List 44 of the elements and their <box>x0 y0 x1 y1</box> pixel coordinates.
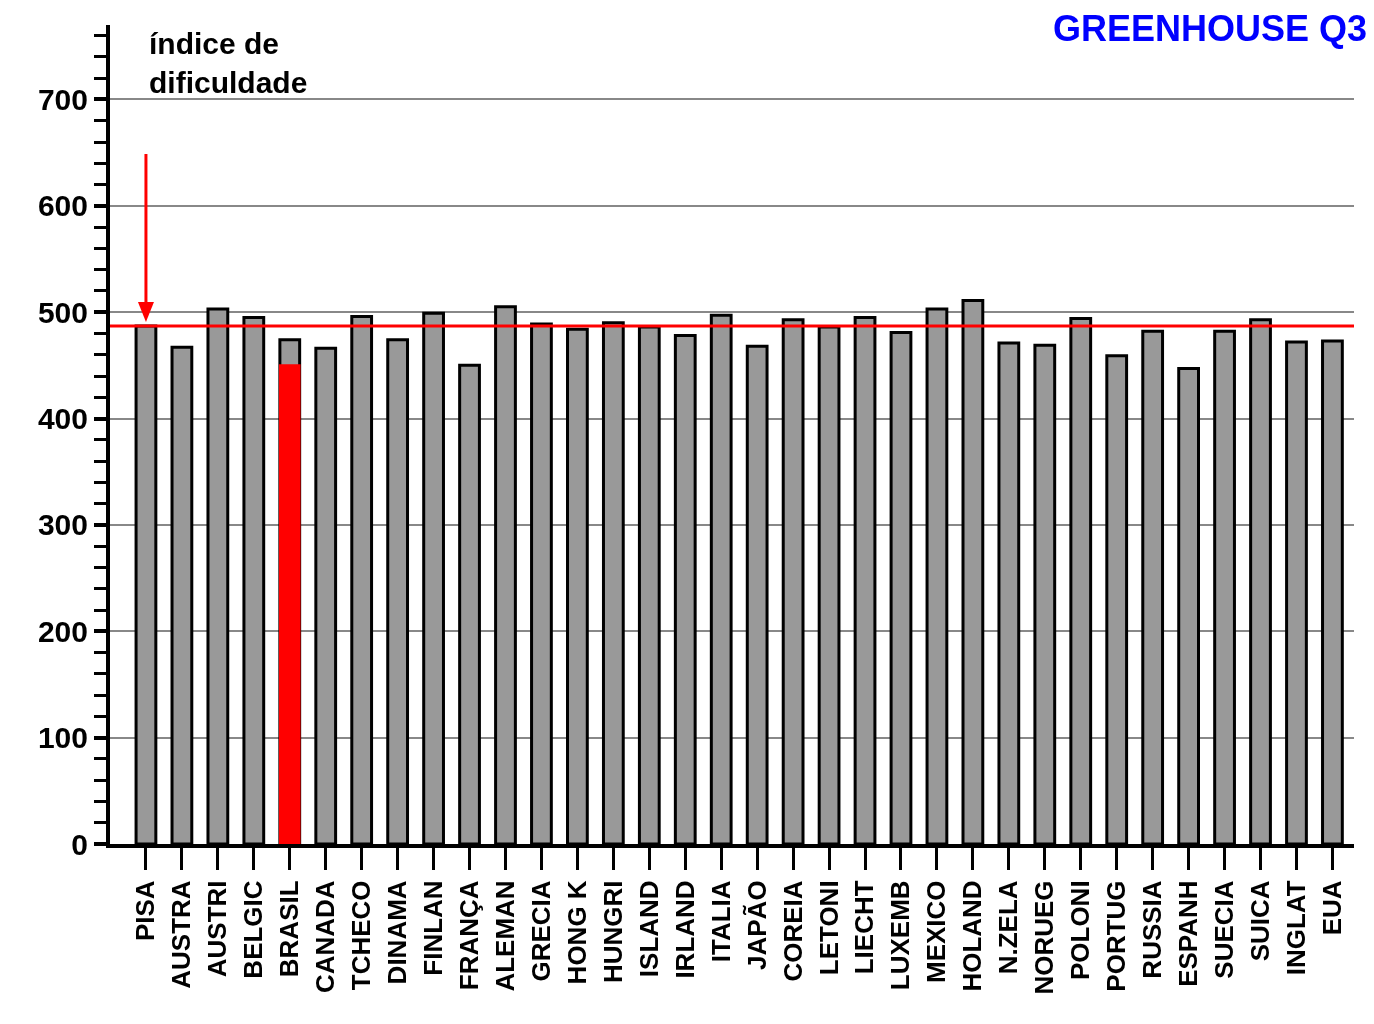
x-tick-label: HUNGRI <box>597 880 628 983</box>
x-tick-label: SUICA <box>1244 880 1275 962</box>
x-tick-label: JAPÃO <box>741 880 772 970</box>
x-tick-label: BRASIL <box>274 880 305 978</box>
x-tick-label: INGLAT <box>1280 880 1311 976</box>
x-tick-label: PISA <box>130 880 161 942</box>
x-tick-label: COREIA <box>777 880 808 982</box>
x-tick-label: ISLAND <box>633 880 664 978</box>
x-tick-label: SUECIA <box>1209 880 1240 979</box>
x-tick-label: GRECIA <box>525 880 556 982</box>
x-tick-label: ESPANH <box>1173 880 1204 987</box>
x-tick-label: N.ZELA <box>993 880 1024 975</box>
x-tick-label: LIECHT <box>849 880 880 975</box>
y-tick-label: 700 <box>37 82 88 116</box>
x-tick-label: POLONI <box>1065 880 1096 981</box>
y-tick-label: 200 <box>37 614 88 648</box>
x-tick-label: FINLAN <box>418 880 449 976</box>
y-tick-label: 600 <box>37 189 88 223</box>
x-tick-label: CANADA <box>310 880 341 994</box>
x-tick-label: ALEMAN <box>489 880 520 992</box>
x-tick-label: AUSTRI <box>202 880 233 978</box>
x-tick-label: ITALIA <box>705 880 736 963</box>
x-tick-label: LUXEMB <box>885 880 916 991</box>
y-tick-label: 300 <box>37 508 88 542</box>
x-tick-label: TCHECO <box>346 880 377 991</box>
x-tick-label: BELGIC <box>238 880 269 979</box>
x-tick-label: FRANÇA <box>453 880 484 991</box>
x-tick-label: HONG K <box>561 880 592 985</box>
x-tick-label: IRLAND <box>669 880 700 979</box>
y-tick-label: 100 <box>37 721 88 755</box>
x-tick-label: NORUEG <box>1029 880 1060 995</box>
x-tick-label: HOLAND <box>957 880 988 992</box>
x-tick-label: MEXICO <box>921 880 952 983</box>
y-tick-label: 0 <box>71 827 88 861</box>
x-tick-label: AUSTRA <box>166 880 197 989</box>
x-tick-label: DINAMA <box>382 880 413 985</box>
x-tick-label: PORTUG <box>1101 880 1132 992</box>
x-tick-label: RUSSIA <box>1137 880 1168 979</box>
x-tick-label: LETONI <box>813 880 844 976</box>
y-tick-label: 500 <box>37 295 88 329</box>
x-tick-label: EUA <box>1316 880 1347 936</box>
y-axis-title: índice de dificuldade <box>149 27 308 99</box>
y-tick-label: 400 <box>37 402 88 436</box>
chart-title: GREENHOUSE Q3 <box>1053 7 1368 49</box>
